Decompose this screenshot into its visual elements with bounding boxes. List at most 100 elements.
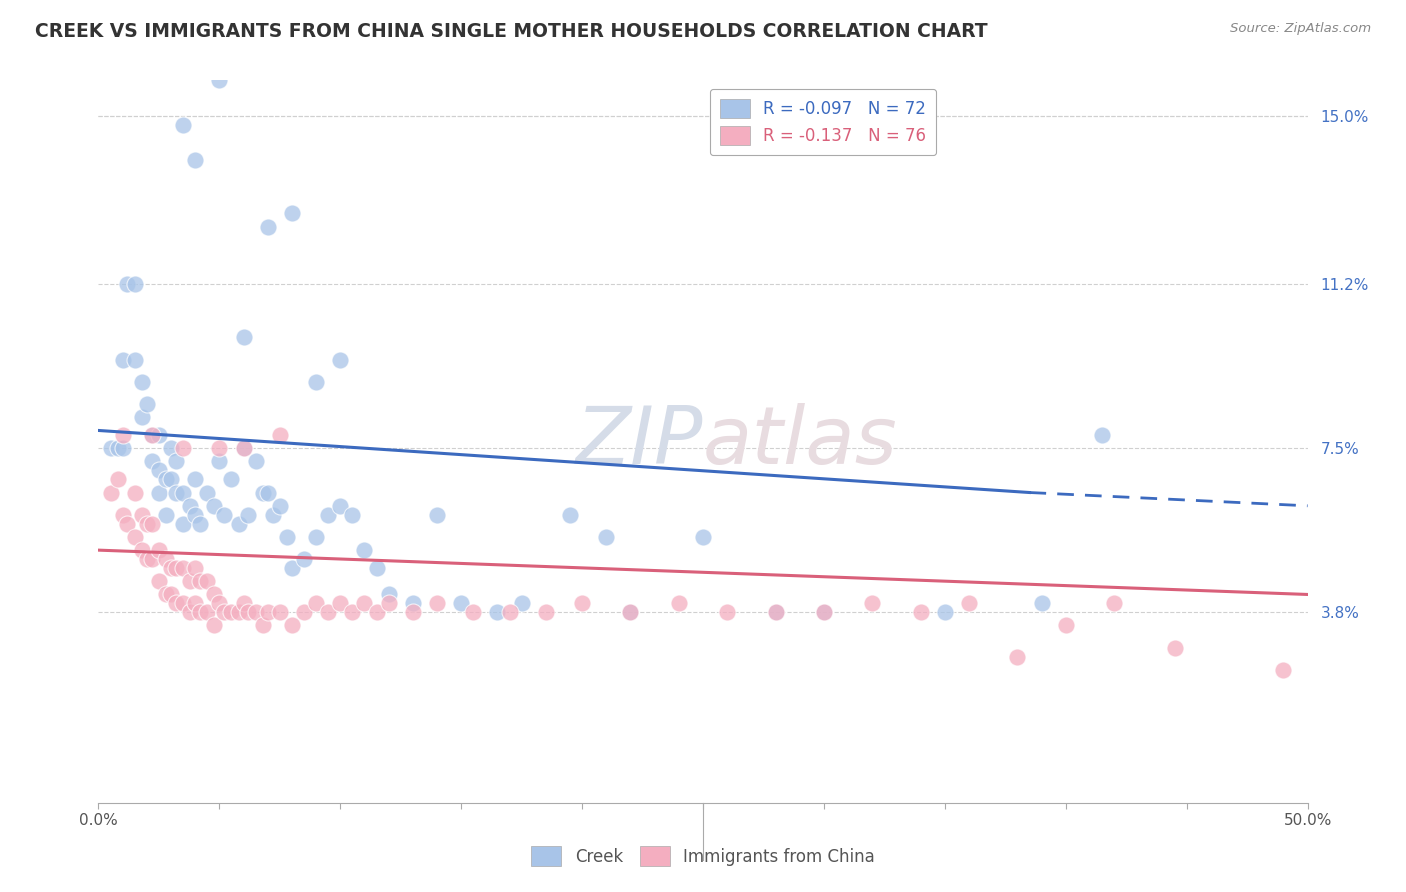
Point bbox=[160, 561, 183, 575]
Point bbox=[179, 574, 201, 589]
Point bbox=[256, 219, 278, 234]
Point bbox=[402, 605, 425, 619]
Point bbox=[534, 605, 557, 619]
Point bbox=[276, 530, 298, 544]
Point bbox=[1031, 596, 1053, 610]
Point bbox=[498, 605, 520, 619]
Point bbox=[1007, 649, 1029, 664]
Point bbox=[269, 499, 291, 513]
Point bbox=[131, 543, 153, 558]
Point bbox=[195, 574, 218, 589]
Point bbox=[111, 428, 134, 442]
Point bbox=[281, 206, 304, 220]
Point bbox=[184, 153, 207, 167]
Point bbox=[228, 516, 250, 531]
Point bbox=[100, 485, 122, 500]
Point bbox=[765, 605, 787, 619]
Point bbox=[1102, 596, 1125, 610]
Point bbox=[124, 277, 146, 292]
Point bbox=[117, 516, 139, 531]
Point bbox=[486, 605, 509, 619]
Point bbox=[135, 397, 157, 411]
Point bbox=[107, 441, 129, 455]
Point bbox=[716, 605, 738, 619]
Point bbox=[245, 605, 267, 619]
Point bbox=[232, 330, 254, 344]
Point bbox=[329, 596, 352, 610]
Point bbox=[141, 516, 163, 531]
Point bbox=[172, 118, 194, 132]
Point bbox=[342, 605, 364, 619]
Point bbox=[188, 605, 211, 619]
Point bbox=[195, 605, 218, 619]
Point bbox=[131, 410, 153, 425]
Point bbox=[1272, 663, 1295, 677]
Point bbox=[155, 587, 177, 601]
Text: CREEK VS IMMIGRANTS FROM CHINA SINGLE MOTHER HOUSEHOLDS CORRELATION CHART: CREEK VS IMMIGRANTS FROM CHINA SINGLE MO… bbox=[35, 22, 988, 41]
Point bbox=[668, 596, 690, 610]
Point bbox=[619, 605, 641, 619]
Point bbox=[342, 508, 364, 522]
Point bbox=[232, 441, 254, 455]
Point bbox=[172, 485, 194, 500]
Point bbox=[204, 618, 226, 632]
Point bbox=[172, 596, 194, 610]
Point bbox=[426, 508, 449, 522]
Point bbox=[228, 605, 250, 619]
Point bbox=[148, 463, 170, 477]
Point bbox=[148, 485, 170, 500]
Point bbox=[232, 596, 254, 610]
Point bbox=[305, 375, 328, 389]
Point bbox=[184, 508, 207, 522]
Point bbox=[195, 485, 218, 500]
Point bbox=[1054, 618, 1077, 632]
Point bbox=[813, 605, 835, 619]
Text: atlas: atlas bbox=[703, 402, 898, 481]
Point bbox=[155, 472, 177, 486]
Point bbox=[957, 596, 980, 610]
Point bbox=[165, 485, 187, 500]
Point bbox=[148, 543, 170, 558]
Point bbox=[256, 605, 278, 619]
Point bbox=[155, 552, 177, 566]
Point bbox=[172, 441, 194, 455]
Point bbox=[463, 605, 485, 619]
Point bbox=[184, 561, 207, 575]
Point bbox=[292, 605, 315, 619]
Point bbox=[172, 516, 194, 531]
Point bbox=[558, 508, 581, 522]
Point bbox=[402, 596, 425, 610]
Point bbox=[619, 605, 641, 619]
Point bbox=[305, 596, 328, 610]
Point bbox=[353, 543, 375, 558]
Point bbox=[188, 574, 211, 589]
Point bbox=[212, 508, 235, 522]
Point bbox=[165, 596, 187, 610]
Point bbox=[238, 605, 260, 619]
Point bbox=[165, 454, 187, 468]
Point bbox=[117, 277, 139, 292]
Point bbox=[184, 472, 207, 486]
Point bbox=[148, 428, 170, 442]
Point bbox=[329, 499, 352, 513]
Point bbox=[450, 596, 472, 610]
Point bbox=[269, 428, 291, 442]
Point bbox=[179, 499, 201, 513]
Point bbox=[148, 574, 170, 589]
Point bbox=[221, 472, 243, 486]
Point bbox=[377, 596, 399, 610]
Point bbox=[232, 441, 254, 455]
Point bbox=[208, 596, 231, 610]
Point bbox=[184, 596, 207, 610]
Point bbox=[131, 508, 153, 522]
Point bbox=[160, 472, 183, 486]
Point bbox=[208, 73, 231, 87]
Point bbox=[262, 508, 284, 522]
Point bbox=[252, 618, 274, 632]
Text: ZIP: ZIP bbox=[575, 402, 703, 481]
Point bbox=[1091, 428, 1114, 442]
Point bbox=[366, 561, 388, 575]
Point bbox=[269, 605, 291, 619]
Point bbox=[208, 454, 231, 468]
Text: Source: ZipAtlas.com: Source: ZipAtlas.com bbox=[1230, 22, 1371, 36]
